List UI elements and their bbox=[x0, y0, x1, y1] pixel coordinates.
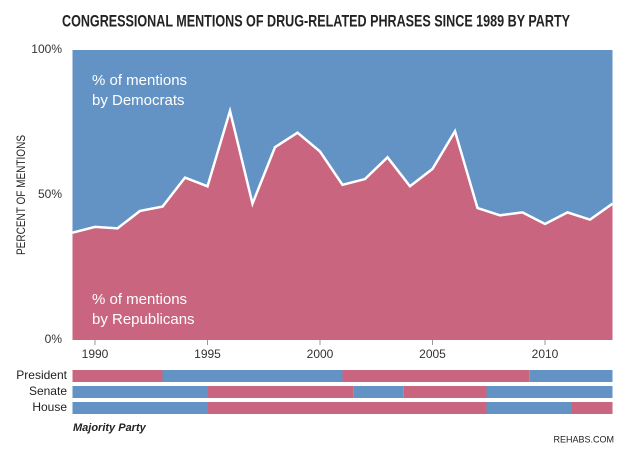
boundary-line bbox=[72, 106, 614, 234]
source: REHABS.COM bbox=[553, 434, 614, 444]
party-segment bbox=[486, 402, 572, 414]
x-tick-label: 2005 bbox=[419, 347, 446, 361]
y-tick-label: 50% bbox=[38, 187, 62, 201]
x-tick-label: 1995 bbox=[194, 347, 221, 361]
row-label: Senate bbox=[29, 384, 67, 398]
row-label: President bbox=[16, 368, 67, 382]
party-segment bbox=[486, 386, 613, 398]
party-segment bbox=[72, 386, 208, 398]
row-label: House bbox=[32, 400, 67, 414]
area bbox=[72, 50, 613, 233]
party-segment bbox=[72, 370, 163, 382]
party-segment bbox=[72, 402, 208, 414]
party-segment bbox=[572, 402, 613, 414]
series-label: by Democrats bbox=[92, 92, 185, 109]
series-label: % of mentions bbox=[92, 72, 187, 89]
party-segment bbox=[162, 370, 343, 382]
x-tick-label: 1990 bbox=[82, 347, 109, 361]
series-label: % of mentions bbox=[92, 291, 187, 308]
y-axis-label: PERCENT OF MENTIONS bbox=[14, 135, 28, 255]
x-tick-label: 2000 bbox=[307, 347, 334, 361]
party-segment bbox=[207, 386, 354, 398]
majority-party-title: Majority Party bbox=[73, 422, 147, 434]
party-segment bbox=[353, 386, 404, 398]
party-segment bbox=[207, 402, 487, 414]
chart-title: CONGRESSIONAL MENTIONS OF DRUG-RELATED P… bbox=[62, 11, 570, 30]
y-tick-label: 0% bbox=[45, 332, 63, 346]
party-segment bbox=[529, 370, 613, 382]
party-segment bbox=[342, 370, 530, 382]
area bbox=[72, 110, 613, 341]
series-label: by Republicans bbox=[92, 311, 195, 328]
y-tick-label: 100% bbox=[31, 42, 62, 56]
x-tick-label: 2010 bbox=[532, 347, 559, 361]
party-segment bbox=[403, 386, 487, 398]
